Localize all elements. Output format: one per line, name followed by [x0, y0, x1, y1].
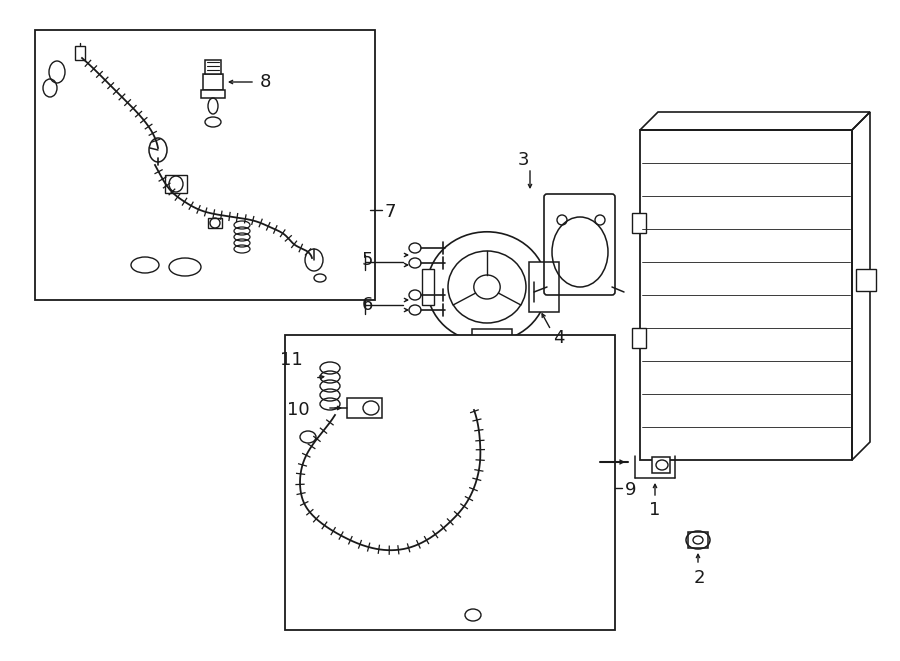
Text: 7: 7 — [385, 203, 397, 221]
Bar — [201, 90, 225, 98]
Bar — [640, 130, 852, 460]
Bar — [165, 175, 187, 193]
Text: 10: 10 — [287, 401, 310, 419]
Text: 8: 8 — [260, 73, 272, 91]
Text: 2: 2 — [694, 569, 706, 587]
Bar — [632, 328, 646, 348]
Text: 5: 5 — [362, 251, 374, 269]
Bar — [285, 335, 615, 630]
Text: 6: 6 — [362, 296, 374, 314]
Text: 4: 4 — [553, 329, 564, 347]
Bar — [688, 532, 708, 548]
Bar — [35, 30, 375, 300]
Bar — [347, 398, 382, 418]
Bar — [205, 60, 221, 74]
Text: 11: 11 — [280, 351, 302, 369]
Text: 1: 1 — [649, 501, 661, 519]
Bar — [75, 46, 85, 60]
Bar — [632, 212, 646, 233]
Bar — [422, 269, 434, 305]
Bar — [652, 457, 670, 473]
Bar — [856, 268, 876, 291]
Bar — [203, 74, 223, 90]
Bar — [529, 262, 559, 312]
Bar — [472, 329, 512, 343]
Text: 3: 3 — [518, 151, 529, 169]
Text: 9: 9 — [625, 481, 636, 499]
Bar — [208, 218, 222, 228]
